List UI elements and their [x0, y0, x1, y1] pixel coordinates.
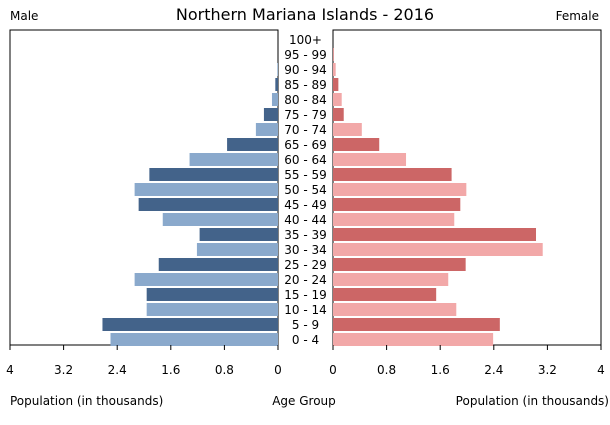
female-bar-25-29: [333, 258, 466, 271]
age-label-30-34: 30 - 34: [284, 243, 327, 257]
male-bar-90-94: [277, 63, 278, 76]
female-tick-label: 0: [329, 363, 337, 377]
male-bars: [102, 63, 279, 346]
female-bar-55-59: [333, 168, 452, 181]
age-label-85-89: 85 - 89: [284, 78, 327, 92]
female-label: Female: [556, 9, 599, 23]
age-label-95-99: 95 - 99: [284, 48, 327, 62]
age-group-axis-label: Age Group: [272, 394, 336, 408]
female-bar-40-44: [333, 213, 455, 226]
age-label-35-39: 35 - 39: [284, 228, 327, 242]
male-bar-10-14: [146, 303, 278, 316]
age-label-10-14: 10 - 14: [284, 303, 327, 317]
male-bar-80-84: [271, 93, 278, 106]
age-label-75-79: 75 - 79: [284, 108, 327, 122]
male-bar-60-64: [189, 153, 278, 166]
male-bar-50-54: [134, 183, 278, 196]
age-label-55-59: 55 - 59: [284, 168, 327, 182]
female-bars: [333, 48, 543, 346]
age-label-80-84: 80 - 84: [284, 93, 327, 107]
female-bar-15-19: [333, 288, 437, 301]
female-bar-60-64: [333, 153, 407, 166]
male-tick-label: 0: [274, 363, 282, 377]
male-bar-65-69: [227, 138, 278, 151]
female-tick-label: 1.6: [431, 363, 450, 377]
female-bar-0-4: [333, 333, 494, 346]
male-x-axis-label: Population (in thousands): [10, 394, 163, 408]
male-tick-label: 3.2: [54, 363, 73, 377]
female-tick-label: 2.4: [484, 363, 503, 377]
male-tick-label: 2.4: [108, 363, 127, 377]
male-bar-35-39: [199, 228, 278, 241]
age-label-0-4: 0 - 4: [292, 333, 319, 347]
female-axis-ticks: 0 0.8 1.6 2.4 3.2 4: [329, 345, 605, 377]
age-label-90-94: 90 - 94: [284, 63, 327, 77]
female-bar-50-54: [333, 183, 467, 196]
female-tick-label: 3.2: [538, 363, 557, 377]
male-bar-30-34: [196, 243, 278, 256]
age-label-15-19: 15 - 19: [284, 288, 327, 302]
male-bar-15-19: [146, 288, 278, 301]
male-tick-label: 1.6: [161, 363, 180, 377]
female-bar-20-24: [333, 273, 449, 286]
male-bar-85-89: [275, 78, 278, 91]
female-tick-label: 0.8: [377, 363, 396, 377]
age-label-20-24: 20 - 24: [284, 273, 327, 287]
male-bar-55-59: [149, 168, 278, 181]
female-bar-30-34: [333, 243, 543, 256]
male-bar-0-4: [110, 333, 278, 346]
male-bar-70-74: [255, 123, 278, 136]
female-bar-80-84: [333, 93, 342, 106]
male-bar-75-79: [263, 108, 278, 121]
male-label: Male: [10, 9, 38, 23]
male-bar-20-24: [134, 273, 278, 286]
female-bar-10-14: [333, 303, 457, 316]
female-bar-70-74: [333, 123, 362, 136]
female-bar-85-89: [333, 78, 339, 91]
male-bar-25-29: [158, 258, 278, 271]
male-tick-label: 4: [6, 363, 14, 377]
male-bar-45-49: [138, 198, 278, 211]
female-bar-45-49: [333, 198, 461, 211]
female-bar-35-39: [333, 228, 537, 241]
male-bar-5-9: [102, 318, 279, 331]
chart-title: Northern Mariana Islands - 2016: [176, 5, 434, 24]
age-label-50-54: 50 - 54: [284, 183, 327, 197]
age-label-60-64: 60 - 64: [284, 153, 327, 167]
male-bar-40-44: [162, 213, 278, 226]
age-label-100plus: 100+: [289, 33, 322, 47]
age-label-25-29: 25 - 29: [284, 258, 327, 272]
male-tick-label: 0.8: [215, 363, 234, 377]
age-label-5-9: 5 - 9: [292, 318, 319, 332]
age-label-40-44: 40 - 44: [284, 213, 327, 227]
female-bar-95-99: [333, 48, 334, 61]
female-x-axis-label: Population (in thousands): [456, 394, 609, 408]
age-label-70-74: 70 - 74: [284, 123, 327, 137]
male-axis-ticks: 0 0.8 1.6 2.4 3.2 4: [6, 345, 282, 377]
female-bar-90-94: [333, 63, 336, 76]
age-label-45-49: 45 - 49: [284, 198, 327, 212]
female-bar-65-69: [333, 138, 380, 151]
female-bar-75-79: [333, 108, 344, 121]
female-tick-label: 4: [597, 363, 605, 377]
age-label-65-69: 65 - 69: [284, 138, 327, 152]
female-bar-5-9: [333, 318, 500, 331]
